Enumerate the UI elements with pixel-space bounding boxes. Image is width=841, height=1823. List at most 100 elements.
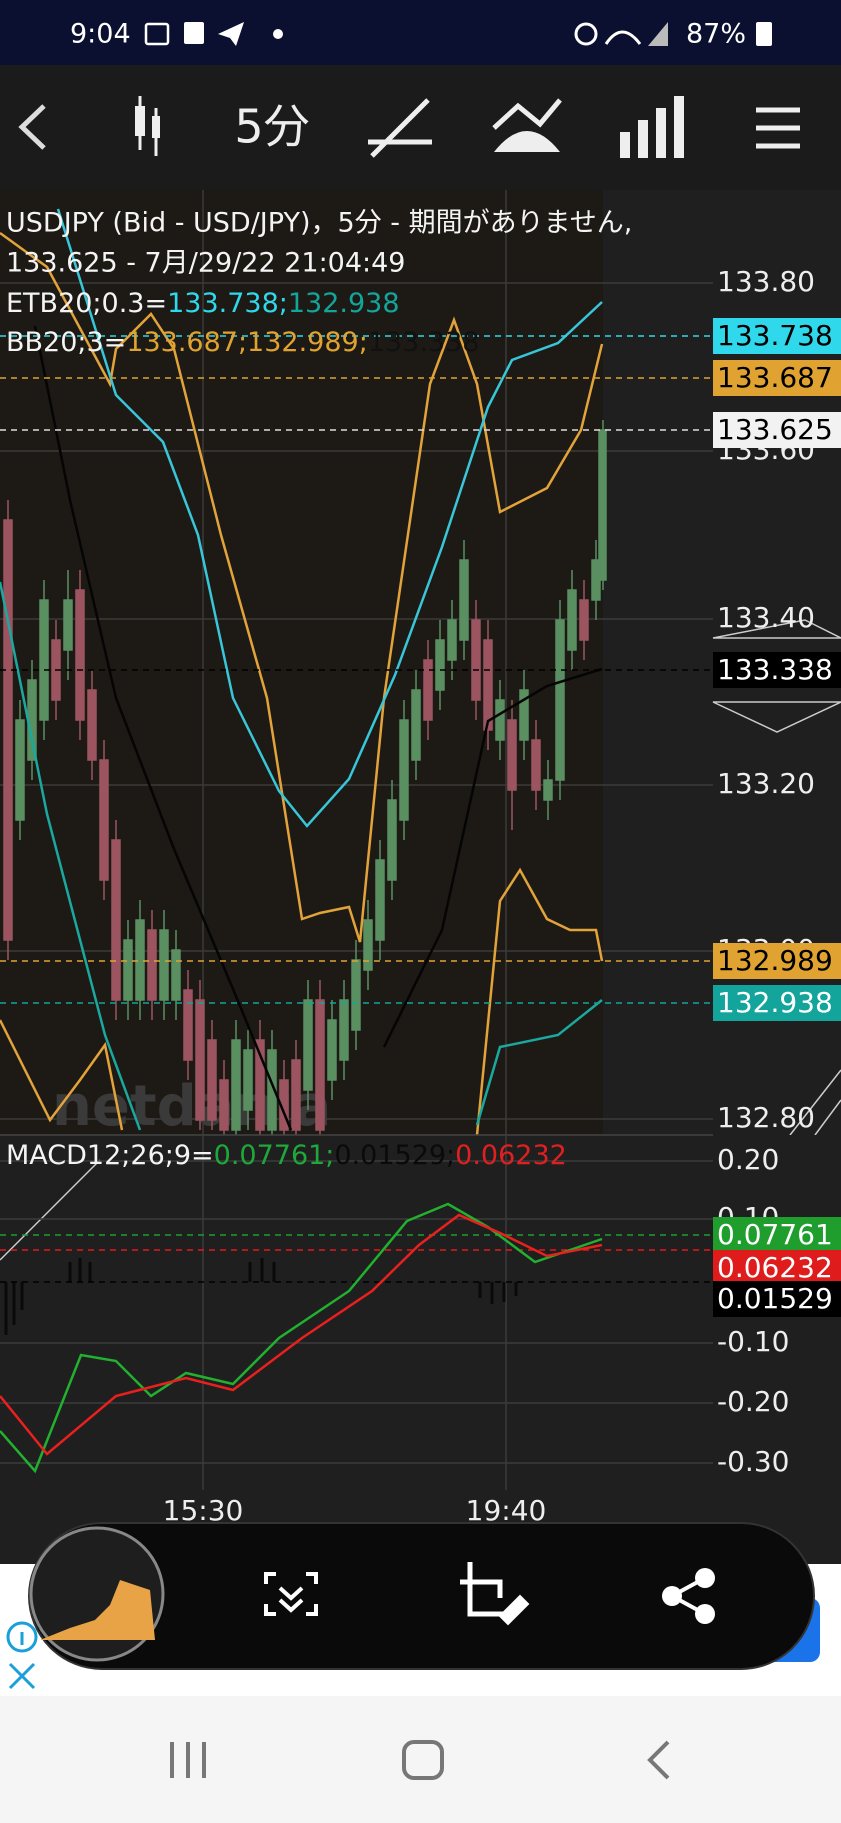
candles-part-part xyxy=(567,589,577,651)
etb-upper: 133.738; xyxy=(167,288,288,319)
label-text: 133.338 xyxy=(717,653,833,686)
candles-part-part xyxy=(507,719,517,791)
label-box xyxy=(713,1281,841,1317)
status-bar-part xyxy=(574,22,598,46)
menu-button[interactable] xyxy=(756,107,800,149)
time-tick-label: 19:40 xyxy=(466,1494,547,1527)
candles-part-part xyxy=(195,999,205,1121)
edit-button-part xyxy=(498,1594,530,1626)
macd-grid xyxy=(0,1135,713,1490)
indicator-button-part xyxy=(492,98,562,130)
volume-button[interactable] xyxy=(620,96,684,158)
nav-back-button[interactable] xyxy=(647,1740,670,1780)
candles-part-part xyxy=(63,599,73,651)
volume-button-part xyxy=(638,120,648,158)
candles-part-part xyxy=(543,779,553,801)
recent-apps-button[interactable] xyxy=(170,1742,206,1778)
label-box xyxy=(713,1217,841,1253)
back-button[interactable] xyxy=(18,104,46,150)
indicator-lines-part xyxy=(382,667,603,1048)
label-box xyxy=(713,985,841,1021)
volume-button-part xyxy=(620,132,630,158)
chart-type-button[interactable] xyxy=(135,96,160,156)
status-bar-part xyxy=(144,22,170,46)
macd-histogram-value: 0.01529; xyxy=(334,1140,455,1171)
label-box xyxy=(713,652,841,688)
label-box xyxy=(713,412,841,448)
candles-part-part xyxy=(363,919,373,971)
candles-part-part xyxy=(231,1039,241,1131)
range-markers-part xyxy=(712,701,841,733)
candles-part-part xyxy=(255,1039,265,1131)
price-label: 133.625 xyxy=(713,412,841,448)
macd-tick-label: -0.20 xyxy=(717,1385,789,1418)
candles-part-part xyxy=(471,619,481,701)
candles-part-part xyxy=(291,1059,301,1131)
ad-close[interactable] xyxy=(8,1662,36,1690)
macd-lines-part xyxy=(0,1202,603,1474)
price-tick-label: 132.80 xyxy=(717,1101,815,1134)
screenshot-toolbar-part xyxy=(28,1522,815,1670)
ad-banner-part xyxy=(6,1621,38,1653)
candles-part-part xyxy=(339,999,349,1061)
candles-part-part xyxy=(447,619,457,661)
macd-label: 0.06232 xyxy=(713,1250,841,1286)
macd-axis: 0.20 0.10 -0.10 -0.20 -0.30 xyxy=(717,1143,789,1478)
range-markers xyxy=(712,619,841,1136)
edit-button-part xyxy=(460,1562,510,1617)
candles-part-part xyxy=(495,699,505,741)
candles-part-part xyxy=(267,1049,277,1131)
macd-label: 0.01529 xyxy=(713,1281,841,1317)
drawing-tool-button[interactable] xyxy=(368,98,432,158)
range-markers-part xyxy=(712,619,841,639)
edit-button[interactable] xyxy=(460,1562,530,1626)
status-bar-part xyxy=(0,0,841,65)
price-label: 133.687 xyxy=(713,360,841,396)
toolbar: 5分 xyxy=(0,65,841,190)
macd-histogram xyxy=(4,1258,518,1335)
battery-level: 87% xyxy=(686,19,746,50)
etb-lower: 132.938 xyxy=(288,288,400,319)
indicator-lines-part xyxy=(33,325,293,1131)
level-lines xyxy=(0,335,713,1004)
home-button[interactable] xyxy=(402,1740,444,1780)
status-bar-part xyxy=(273,29,283,39)
candles-part-part xyxy=(519,689,529,741)
indicator-lines-part xyxy=(0,1019,124,1131)
label-text: 0.06232 xyxy=(717,1251,833,1284)
toolbar-part xyxy=(0,65,841,190)
indicator-button[interactable] xyxy=(492,98,562,152)
indicator-lines xyxy=(0,208,604,1136)
indicator-lines-part xyxy=(0,231,604,943)
share-button[interactable] xyxy=(662,1568,715,1624)
status-bar-part xyxy=(218,22,244,46)
label-text: 133.687 xyxy=(717,361,833,394)
price-tick-label: 133.80 xyxy=(717,265,815,298)
macd-signal-value: 0.06232 xyxy=(455,1140,567,1171)
candles-part-part xyxy=(327,1019,337,1081)
timeframe-button[interactable]: 5分 xyxy=(234,100,309,154)
candles-part xyxy=(3,500,589,1135)
candles-part-part xyxy=(39,599,49,721)
bb-bands: 133.687;132.989; xyxy=(126,327,368,358)
indicator-lines-part xyxy=(475,867,604,1136)
chart-info: USDJPY (Bid - USD/JPY)，5分 - 期間がありません, xyxy=(6,208,632,239)
candles xyxy=(3,420,607,1135)
candles-part-part xyxy=(598,429,607,581)
candles-part-part xyxy=(351,959,361,1031)
scroll-capture-button[interactable] xyxy=(264,1572,318,1616)
candles-part-part xyxy=(531,739,541,791)
candles-part-part xyxy=(207,1039,217,1121)
macd-panel: MACD12;26;9=0.07761;0.01529;0.06232 0.20… xyxy=(0,1134,841,1565)
candles-part-part xyxy=(183,989,193,1061)
macd-tick-label: -0.30 xyxy=(717,1445,789,1478)
macd-tick-label: 0.20 xyxy=(717,1143,779,1176)
scroll-capture-button-part xyxy=(278,1586,304,1613)
candles-part-part xyxy=(423,659,433,721)
candles-part-part xyxy=(483,639,493,731)
macd-panel-part xyxy=(0,1159,101,1261)
candles-part-part xyxy=(579,599,589,641)
share-button-part xyxy=(667,1576,706,1616)
status-bar: 9:04 87% xyxy=(0,0,841,65)
